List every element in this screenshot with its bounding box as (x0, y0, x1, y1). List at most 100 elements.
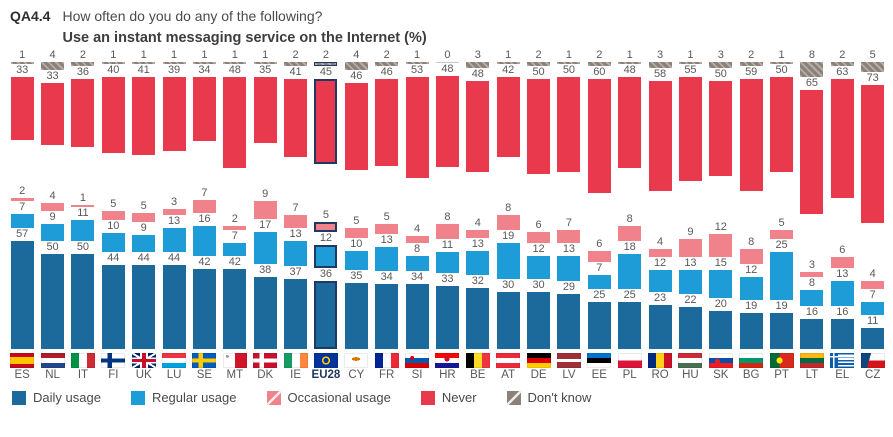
country-flag-row (7, 353, 888, 368)
daily-value-label: 20 (714, 298, 727, 310)
regular-bar (192, 225, 216, 257)
daily-value-label: 44 (137, 252, 150, 265)
country-column-at: 1 42 8 19 30 (493, 49, 523, 349)
dont_know-value-label: 2 (79, 49, 86, 61)
dont_know-bar (648, 62, 672, 68)
dont_know-bar (10, 62, 34, 64)
daily-value-label: 44 (167, 252, 181, 265)
flag-icon-mt (222, 353, 247, 368)
flag-icon-eu28 (313, 353, 338, 368)
occasional-bar (678, 239, 702, 257)
dont_know-value-label: 2 (535, 49, 542, 61)
daily-value-label: 16 (805, 305, 819, 318)
daily-value-label: 33 (441, 273, 454, 286)
regular-value-label: 13 (167, 214, 181, 227)
regular-value-label: 13 (684, 256, 697, 269)
regular-bar (678, 269, 702, 295)
dont_know-bar (132, 62, 156, 64)
daily-bar (618, 301, 642, 349)
daily-value-label: 34 (410, 271, 424, 284)
occasional-value-label: 5 (110, 197, 117, 210)
occasional-bar (344, 228, 368, 238)
never-bar (162, 76, 186, 151)
regular-value-label: 11 (441, 239, 454, 252)
regular-value-label: 13 (562, 243, 576, 256)
daily-bar (132, 265, 156, 349)
country-label-lu: LU (166, 369, 182, 381)
flag-icon-it (70, 353, 95, 368)
country-column-pt: 1 50 5 25 19 (766, 49, 796, 349)
never-bar (678, 76, 702, 182)
regular-value-label: 13 (471, 237, 484, 250)
occasional-value-label: 8 (505, 201, 512, 214)
daily-bar (101, 265, 125, 349)
regular-value-label: 13 (380, 233, 393, 246)
regular-value-label: 17 (259, 218, 272, 231)
flag-icon-cz (860, 353, 885, 368)
occasional-bar (466, 229, 490, 238)
dont_know-bar (527, 62, 551, 66)
never-value-label: 48 (228, 63, 241, 76)
regular-value-label: 15 (714, 256, 727, 269)
legend-swatch-regular (130, 390, 145, 405)
regular-value-label: 9 (140, 222, 147, 235)
occasional-bar (253, 201, 277, 219)
never-value-label: 58 (653, 67, 667, 80)
dont_know-bar (861, 62, 885, 72)
occasional-value-label: 6 (596, 237, 603, 250)
country-column-hr: 0 48 8 11 33 (432, 49, 462, 349)
regular-value-label: 13 (289, 228, 302, 241)
never-bar (466, 80, 490, 172)
occasional-value-label: 3 (171, 196, 178, 209)
occasional-bar (557, 229, 581, 244)
dont_know-value-label: 2 (839, 49, 846, 61)
dont_know-bar (41, 62, 65, 70)
country-label-cy: CY (348, 369, 365, 381)
regular-bar (10, 214, 34, 228)
legend-swatch-occasional (266, 390, 281, 405)
regular-bar (435, 252, 459, 274)
country-label-row: ES NL IT FI UK LU SE MT DK IE EU28 CY FR SI HR BE AT DE LV… (7, 369, 888, 381)
dont_know-bar (466, 62, 490, 68)
legend-swatch-never (420, 390, 435, 405)
daily-value-label: 19 (745, 299, 758, 312)
occasional-value-label: 2 (19, 184, 26, 197)
occasional-bar (314, 222, 338, 232)
dont_know-bar (830, 62, 854, 66)
regular-bar (405, 256, 429, 272)
regular-bar (101, 233, 125, 253)
never-value-label: 33 (46, 69, 59, 82)
occasional-bar (618, 226, 642, 242)
dont_know-value-label: 1 (140, 49, 147, 61)
dont_know-value-label: 1 (414, 49, 421, 61)
flag-icon-sk (708, 353, 733, 368)
occasional-bar (223, 226, 247, 230)
regular-bar (314, 244, 338, 268)
never-bar (71, 78, 95, 148)
regular-bar (830, 280, 854, 306)
daily-value-label: 30 (502, 279, 515, 291)
flag-icon-at (496, 353, 521, 368)
never-value-label: 45 (319, 65, 333, 78)
country-column-lu: 1 39 3 13 44 (159, 49, 189, 349)
occasional-bar (861, 281, 885, 289)
regular-value-label: 19 (502, 229, 515, 242)
country-column-ee: 2 60 6 7 25 (584, 49, 614, 349)
never-bar (557, 76, 581, 172)
daily-value-label: 38 (259, 263, 272, 276)
occasional-value-label: 5 (322, 209, 329, 222)
regular-bar (284, 241, 308, 266)
never-bar (314, 78, 338, 165)
flag-icon-hu (678, 353, 703, 368)
daily-value-label: 19 (775, 299, 788, 312)
country-label-sk: SK (713, 369, 729, 381)
daily-bar (41, 254, 65, 349)
daily-bar (861, 328, 885, 349)
regular-bar (223, 242, 247, 257)
regular-bar (344, 250, 368, 270)
occasional-bar (10, 197, 34, 202)
occasional-value-label: 9 (687, 226, 694, 239)
regular-value-label: 10 (350, 237, 363, 250)
daily-bar (557, 293, 581, 349)
occasional-bar (739, 248, 763, 265)
